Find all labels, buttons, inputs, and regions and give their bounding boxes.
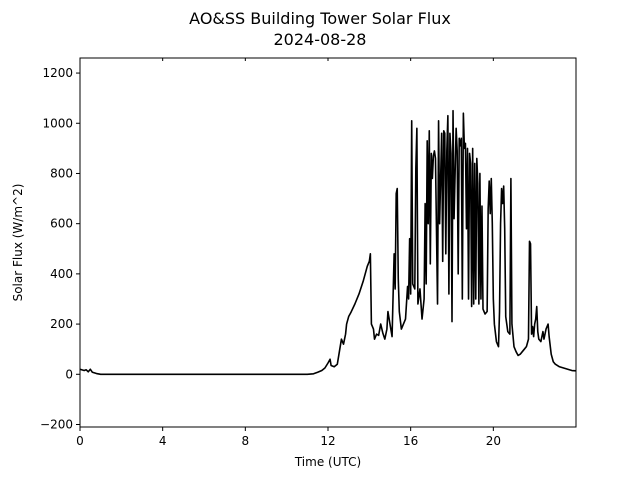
y-tick-label: 0 <box>65 367 73 381</box>
x-tick-label: 8 <box>242 434 250 448</box>
y-tick-label: 600 <box>50 217 73 231</box>
chart-title: AO&SS Building Tower Solar Flux <box>189 9 451 28</box>
x-tick-label: 12 <box>320 434 335 448</box>
x-tick-label: 20 <box>486 434 501 448</box>
axes-frame <box>79 57 577 428</box>
chart-subtitle: 2024-08-28 <box>274 30 367 49</box>
x-tick-label: 4 <box>159 434 167 448</box>
series-line-solar-flux <box>79 109 577 376</box>
y-tick-label: 1200 <box>42 66 73 80</box>
y-tick-label: 200 <box>50 317 73 331</box>
y-tick-label: 400 <box>50 267 73 281</box>
y-tick-label: 800 <box>50 166 73 180</box>
y-axis-label: Solar Flux (W/m^2) <box>11 184 25 302</box>
plot-area <box>79 109 577 376</box>
x-tick-label: 0 <box>76 434 84 448</box>
y-tick-label: 1000 <box>42 116 73 130</box>
x-axis-label: Time (UTC) <box>294 455 361 469</box>
y-tick-label: −200 <box>40 417 73 431</box>
x-tick-label: 16 <box>403 434 418 448</box>
